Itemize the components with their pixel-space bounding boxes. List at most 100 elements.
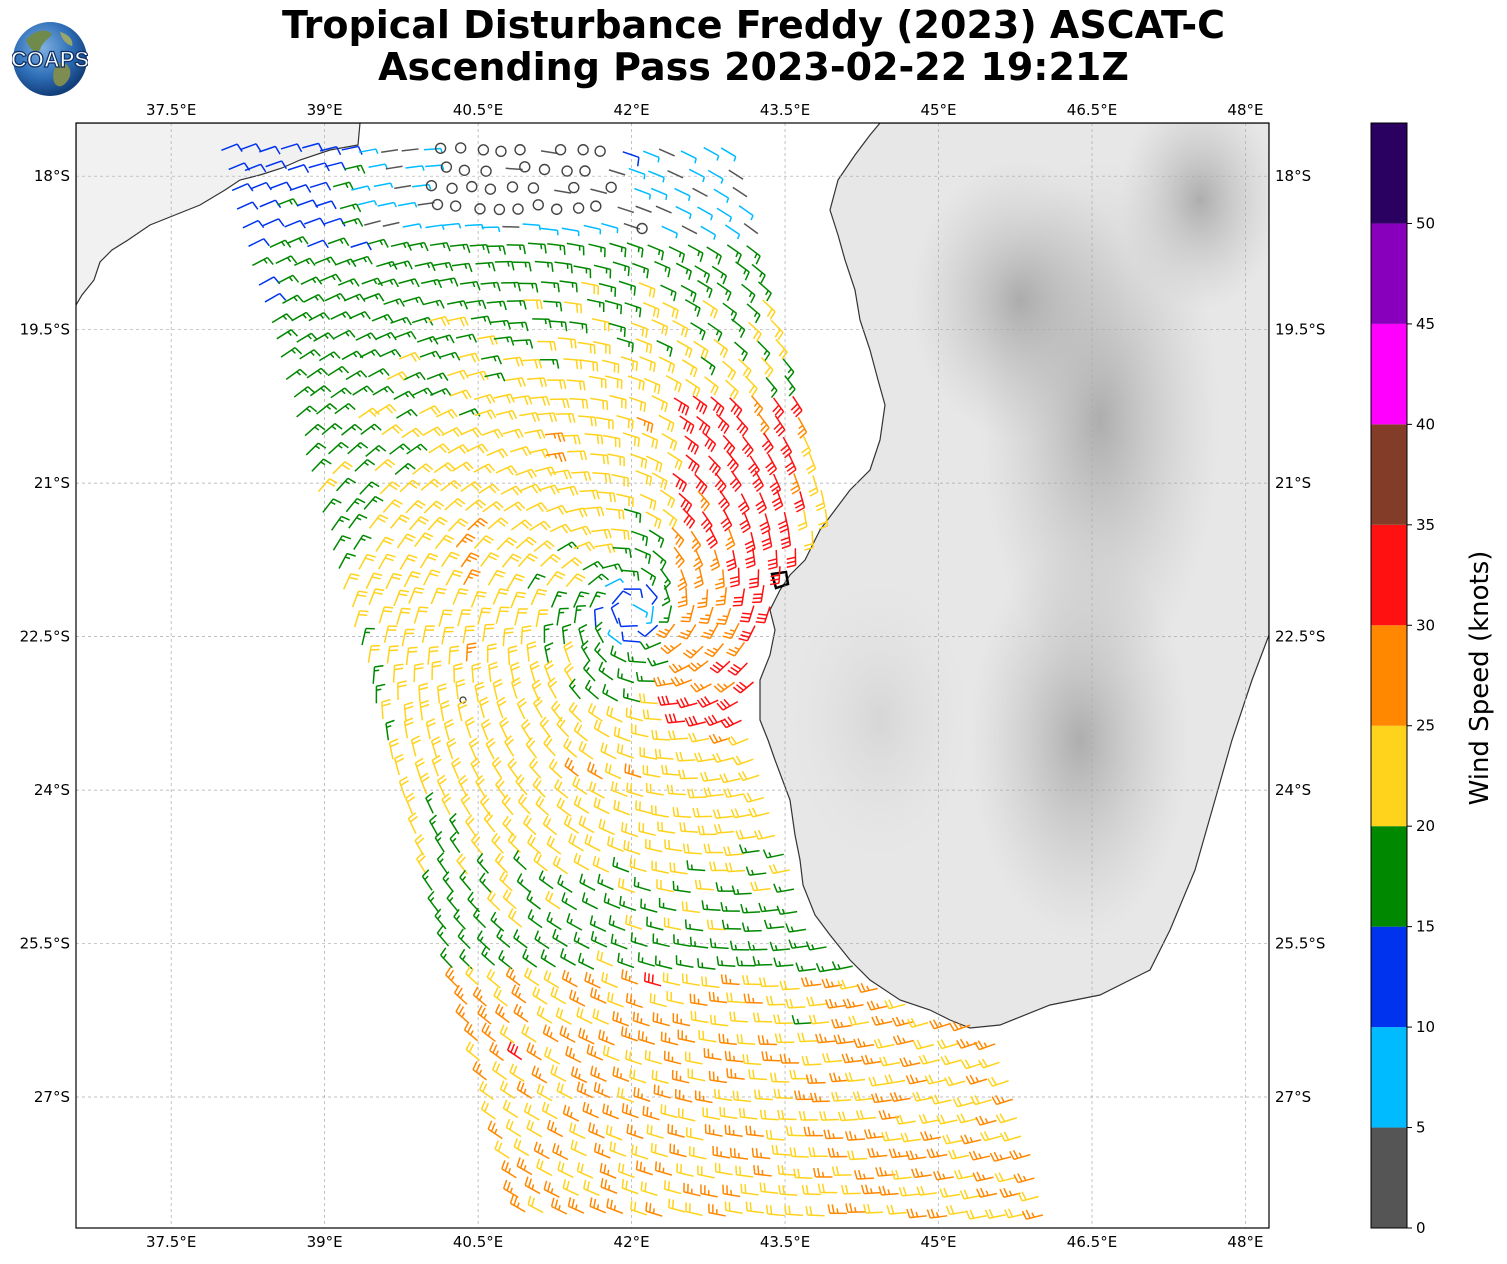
wind-barb [708,1070,727,1084]
wind-barb [671,1069,690,1084]
wind-barb [827,1204,847,1215]
wind-barb [798,1110,819,1121]
wind-barb [681,973,700,987]
wind-barb [721,919,742,930]
wind-barb [477,335,498,346]
wind-barb [712,809,734,819]
wind-barb [462,625,475,644]
wind-barb [587,703,603,722]
wind-barb [533,696,543,719]
wind-barb [929,1019,951,1030]
wind-barb [724,224,741,240]
wind-barb [680,150,697,164]
wind-barb [738,1107,758,1120]
wind-barb [729,940,750,951]
wind-barb [706,246,722,265]
lon-tick-label-bottom: 40.5°E [453,1233,503,1251]
wind-barb [978,1058,1000,1069]
wind-barb [737,771,760,782]
wind-barb [743,222,759,235]
colorbar-tick-label: 45 [1416,315,1435,333]
wind-barb [713,338,729,359]
wind-barb [706,527,718,549]
wind-barb [721,360,737,381]
wind-barb [584,971,601,989]
wind-barb [516,1157,533,1176]
africa-landmass [76,123,361,307]
wind-barb [747,940,768,951]
wind-barb [727,662,748,676]
wind-barb [581,281,599,295]
wind-barb [980,1131,1002,1142]
wind-barb [677,1108,696,1122]
wind-barb [722,1184,741,1198]
wind-barb [402,223,423,229]
wind-barb [221,143,243,152]
wind-barb [299,349,321,360]
wind-barb [959,1189,981,1200]
wind-barb [455,533,476,548]
wind-barb [708,733,731,744]
wind-barb [425,718,436,740]
calm-marker [590,200,602,212]
wind-barb [472,986,487,1007]
wind-barb [427,646,439,665]
wind-barb [757,281,772,302]
wind-barb [647,657,669,667]
wind-barb [465,814,477,836]
wind-barb [702,432,717,453]
wind-barb [886,1204,907,1215]
wind-barb [580,640,591,662]
wind-barb [577,341,596,355]
colorbar-bin [1371,223,1407,324]
wind-barb [622,151,640,167]
wind-barb [800,977,822,988]
wind-barb [672,1013,691,1027]
wind-barb [855,1110,877,1120]
wind-barb [581,892,599,910]
wind-barb [457,700,468,722]
wind-barb [375,536,395,552]
wind-barb [898,1186,920,1197]
wind-barb [458,408,481,417]
wind-barb [486,968,501,989]
colorbar-tick-label: 35 [1416,516,1435,534]
lat-tick-label-right: 18°S [1275,167,1311,185]
wind-barb [701,976,720,989]
wind-barb [732,681,754,694]
wind-barb [724,1201,743,1214]
wind-barb [320,273,342,283]
wind-barb [561,623,572,645]
wind-barb [546,504,568,515]
colorbar-bin [1371,123,1407,224]
wind-barb [942,1134,964,1145]
wind-barb [354,459,376,472]
wind-barb [411,316,434,326]
wind-barb [871,1015,893,1026]
wind-barb [547,242,566,255]
wind-barb [524,1176,541,1195]
wind-barb [379,481,401,495]
wind-barb [529,660,540,683]
colorbar-label: Wind Speed (knots) [1465,551,1495,806]
wind-barb [513,850,527,871]
wind-barb [455,333,478,343]
wind-barb [427,890,439,913]
wind-barb [617,1162,635,1179]
wind-barb [390,316,412,326]
wind-barb [690,530,702,553]
wind-barb [635,469,653,486]
wind-barb [308,311,331,322]
wind-barb [612,1066,630,1083]
wind-barb [566,379,586,391]
wind-barb [407,241,429,252]
wind-barb [376,260,398,270]
colorbar-frame [1370,122,1408,1229]
wind-barb [688,732,710,743]
wind-barb [493,987,508,1007]
wind-barb [602,434,621,448]
wind-barb [530,588,548,606]
wind-barb [761,1051,781,1062]
calm-marker [434,142,447,154]
wind-barb [726,641,746,657]
